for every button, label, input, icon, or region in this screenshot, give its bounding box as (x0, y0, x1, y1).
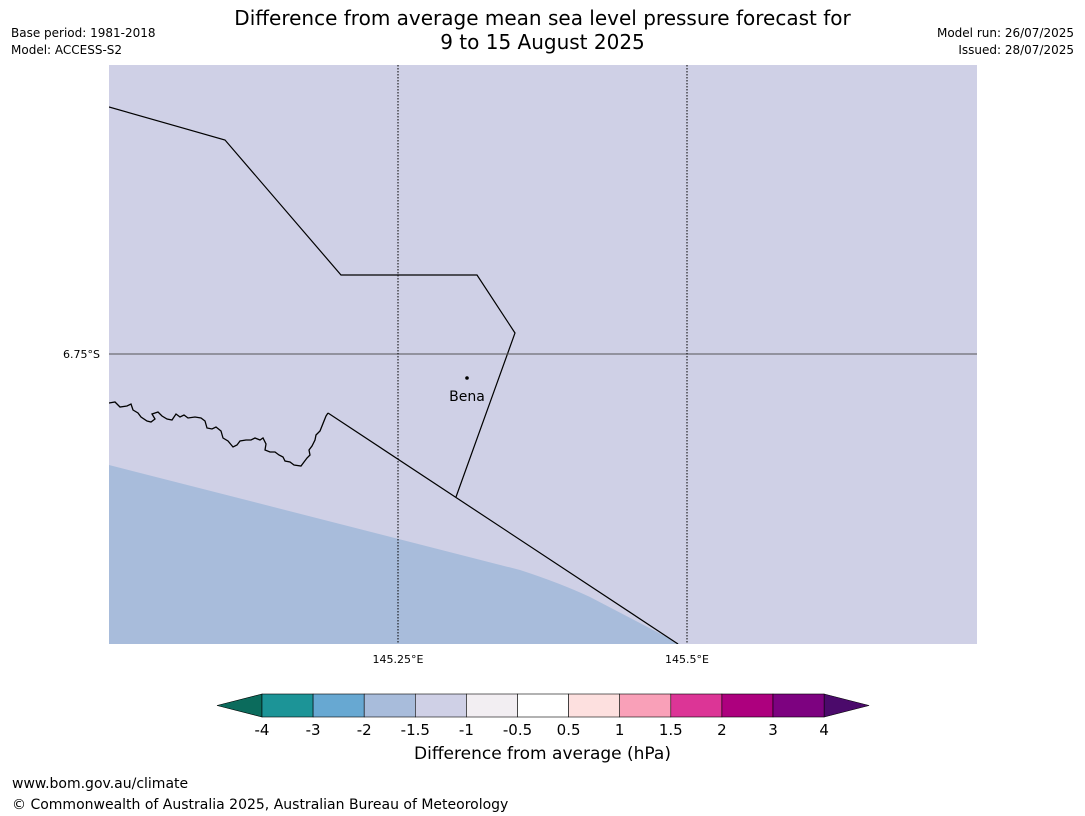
title-line-2: 9 to 15 August 2025 (440, 30, 645, 54)
province-boundary-line-south (327, 412, 679, 644)
colorbar-tick-label: 1 (615, 721, 625, 739)
colorbar-segment (261, 693, 314, 718)
colorbar-segment (363, 693, 416, 718)
place-label-bena: Bena (449, 389, 485, 405)
map-area (109, 65, 977, 644)
title-line-1: Difference from average mean sea level p… (234, 6, 851, 30)
colorbar-segment (414, 693, 467, 718)
colorbar-segment (466, 693, 518, 718)
colorbar-segment (312, 693, 365, 718)
colorbar-under-arrow (216, 693, 263, 718)
map-figure: Bena 6.75°S 145.25°E 145.5°E -4 -3 -2 -1.5-… (63, 65, 977, 739)
colorbar-tick-label: -3 (306, 721, 321, 739)
colorbar-title: Difference from average (hPa) (414, 744, 671, 764)
colorbar-segment (517, 693, 569, 718)
colorbar-tick-label: -0.5 (503, 721, 532, 739)
model-run-label: Model run: 26/07/2025 (936, 26, 1074, 40)
colorbar-tick-label: 4 (819, 721, 829, 739)
colorbar: -4 -3 -2 -1.5 -1 -0.5 0.5 1 1.5 2 3 4 (216, 693, 870, 739)
colorbar-tick-label: -4 (255, 721, 270, 739)
issued-label: Issued: 28/07/2025 (958, 43, 1074, 57)
colorbar-segment (619, 693, 672, 718)
pressure-anomaly-region (109, 465, 680, 644)
footer-url: www.bom.gov.au/climate (12, 776, 189, 792)
colorbar-over-arrow (823, 693, 870, 718)
colorbar-tick-label: 3 (768, 721, 778, 739)
lon-label-145-25: 145.25°E (373, 653, 424, 666)
colorbar-segment (772, 693, 825, 718)
province-boundary-line (109, 106, 516, 498)
colorbar-tick-label: -1 (459, 721, 474, 739)
meta-right: Model run: 26/07/2025 Issued: 28/07/2025 (937, 25, 1074, 59)
colorbar-segment (568, 693, 620, 718)
colorbar-tick-label: -2 (357, 721, 372, 739)
page-title: Difference from average mean sea level p… (0, 6, 1085, 54)
meta-left: Base period: 1981-2018 Model: ACCESS-S2 (11, 25, 156, 59)
colorbar-segment (721, 693, 774, 718)
colorbar-tick-label: 2 (717, 721, 727, 739)
colorbar-tick-label: 1.5 (659, 721, 683, 739)
lat-label: 6.75°S (63, 348, 100, 361)
footer-copyright: © Commonwealth of Australia 2025, Austra… (12, 797, 509, 813)
model-label: Model: ACCESS-S2 (11, 43, 123, 57)
base-period-label: Base period: 1981-2018 (11, 26, 156, 40)
colorbar-segment (670, 693, 723, 718)
colorbar-tick-label: -1.5 (401, 721, 430, 739)
coastline (109, 401, 329, 467)
footer: www.bom.gov.au/climate © Commonwealth of… (12, 774, 508, 816)
lon-label-145-5: 145.5°E (665, 653, 709, 666)
bena-marker (465, 376, 469, 380)
colorbar-tick-label: 0.5 (557, 721, 581, 739)
